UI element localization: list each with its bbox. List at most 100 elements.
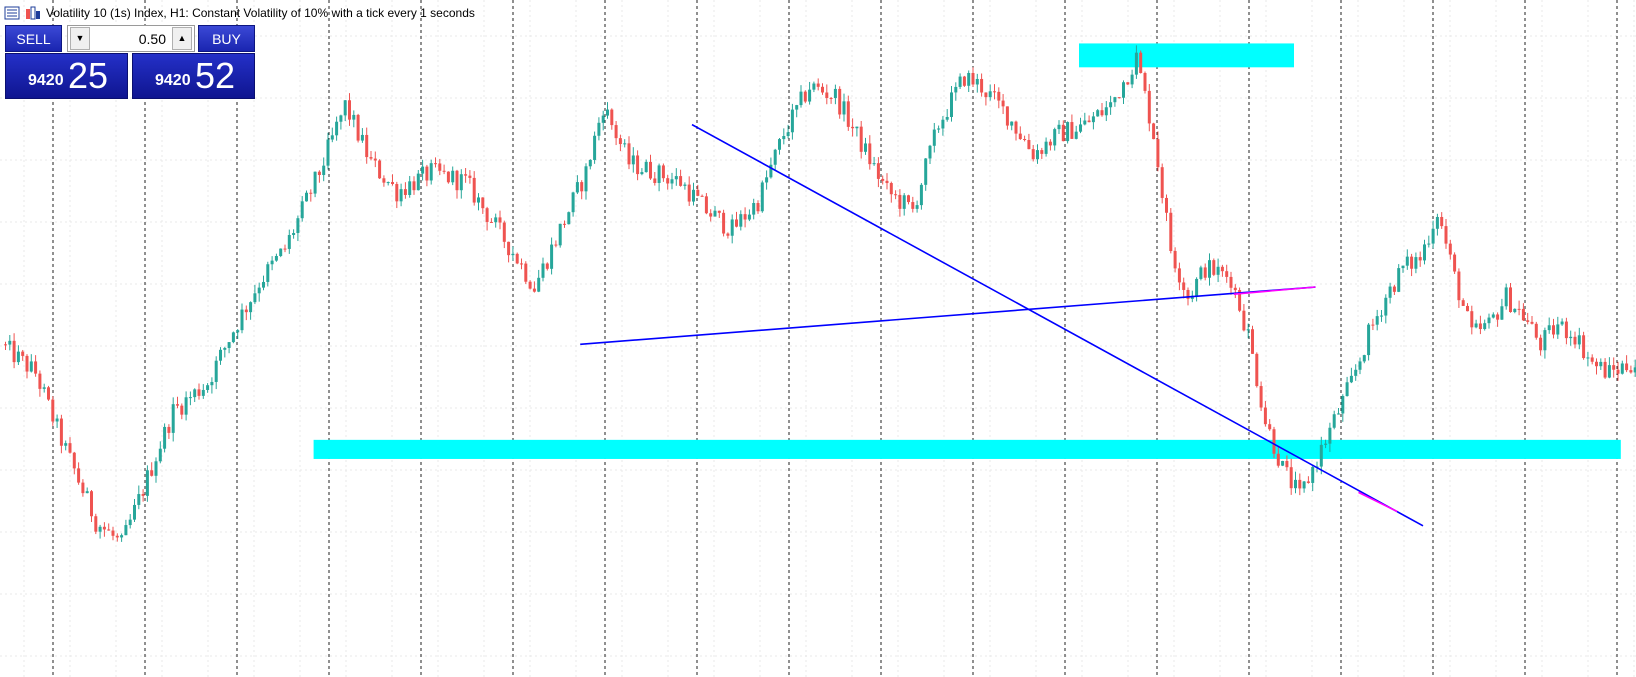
candle-body	[1444, 226, 1448, 244]
candle-body	[459, 174, 463, 191]
candle-body	[786, 132, 790, 136]
candle-body	[928, 145, 932, 159]
candle-body	[1513, 308, 1517, 313]
candle-body	[760, 182, 764, 212]
candle-body	[601, 115, 605, 123]
sell-button[interactable]: SELL	[5, 25, 62, 52]
candle-body	[1556, 324, 1560, 335]
candle-body	[1156, 139, 1160, 168]
candle-body	[1414, 257, 1418, 269]
candle-body	[683, 184, 687, 186]
candle-body	[752, 202, 756, 215]
candle-body	[1457, 271, 1461, 301]
lot-size-input[interactable]	[94, 26, 168, 53]
candle-body	[1590, 357, 1594, 362]
candle-body	[1362, 355, 1366, 362]
candle-body	[1629, 370, 1633, 373]
candle-body	[588, 159, 592, 167]
candle-body	[1573, 336, 1577, 345]
candle-body	[365, 134, 369, 158]
candle-body	[988, 91, 992, 98]
candle-body	[253, 293, 257, 303]
candle-body	[1401, 265, 1405, 269]
candle-body	[717, 210, 721, 213]
candle-body	[1431, 228, 1435, 244]
lot-size-field[interactable]: ▼ ▲	[67, 25, 195, 53]
candle-body	[1341, 396, 1345, 414]
sell-price-box[interactable]: 9420 25	[5, 53, 128, 99]
candle-body	[993, 91, 996, 93]
candle-body	[425, 166, 429, 181]
candle-body	[773, 149, 777, 165]
candle-body	[111, 530, 115, 536]
candle-body	[894, 194, 898, 196]
candle-body	[812, 83, 816, 90]
candle-body	[1173, 251, 1177, 269]
candle-body	[197, 389, 201, 396]
candle-body	[270, 260, 274, 265]
candle-body	[1410, 256, 1414, 269]
candle-body	[472, 177, 476, 203]
candle-body	[515, 253, 519, 264]
candle-body	[352, 114, 356, 120]
candle-body	[1564, 321, 1568, 339]
lot-increase-icon[interactable]: ▲	[172, 27, 192, 50]
candle-body	[532, 288, 536, 292]
candle-body	[12, 340, 16, 363]
candle-body	[1302, 481, 1306, 489]
candle-body	[563, 223, 566, 225]
candle-body	[1040, 150, 1044, 154]
candle-body	[567, 212, 571, 225]
candle-body	[1345, 382, 1349, 397]
candle-body	[309, 192, 313, 194]
candle-body	[184, 397, 188, 415]
candle-body	[1483, 323, 1487, 330]
trendline-highlight	[1358, 491, 1398, 513]
candle-body	[593, 135, 597, 160]
candle-body	[571, 192, 575, 213]
indicators-icon[interactable]	[25, 6, 41, 20]
candle-body	[77, 468, 81, 483]
candle-body	[1048, 141, 1052, 146]
lot-decrease-icon[interactable]: ▼	[70, 27, 90, 50]
candle-body	[1147, 90, 1151, 124]
chart-list-icon[interactable]	[4, 6, 20, 20]
candle-body	[442, 170, 446, 172]
candle-body	[378, 160, 382, 179]
candle-body	[1255, 353, 1259, 387]
candle-body	[1027, 140, 1031, 150]
candle-body	[348, 100, 351, 120]
candle-body	[1268, 424, 1272, 430]
candle-body	[16, 351, 20, 363]
candle-body	[201, 389, 205, 396]
candle-body	[1496, 314, 1500, 320]
candle-body	[580, 182, 584, 192]
candle-body	[188, 397, 192, 399]
candle-body	[1324, 443, 1328, 445]
buy-button[interactable]: BUY	[198, 25, 255, 52]
candle-body	[240, 309, 244, 331]
candle-body	[511, 253, 515, 256]
candle-body	[640, 172, 644, 175]
candle-body	[339, 115, 343, 122]
candle-body	[1612, 365, 1616, 370]
candle-body	[47, 387, 50, 400]
candle-body	[455, 170, 459, 191]
candle-body	[167, 426, 171, 433]
candle-body	[373, 158, 377, 161]
candle-body	[932, 129, 936, 146]
candle-body	[1160, 167, 1164, 198]
candle-body	[1552, 325, 1555, 335]
candle-body	[438, 163, 442, 171]
candle-body	[171, 404, 175, 433]
candle-body	[399, 189, 403, 202]
candle-body	[1306, 481, 1310, 483]
candle-body	[507, 241, 511, 256]
candle-body	[816, 83, 820, 87]
candle-body	[85, 491, 89, 494]
buy-price-box[interactable]: 9420 52	[132, 53, 255, 99]
candle-body	[623, 143, 627, 145]
candle-body	[610, 109, 614, 126]
